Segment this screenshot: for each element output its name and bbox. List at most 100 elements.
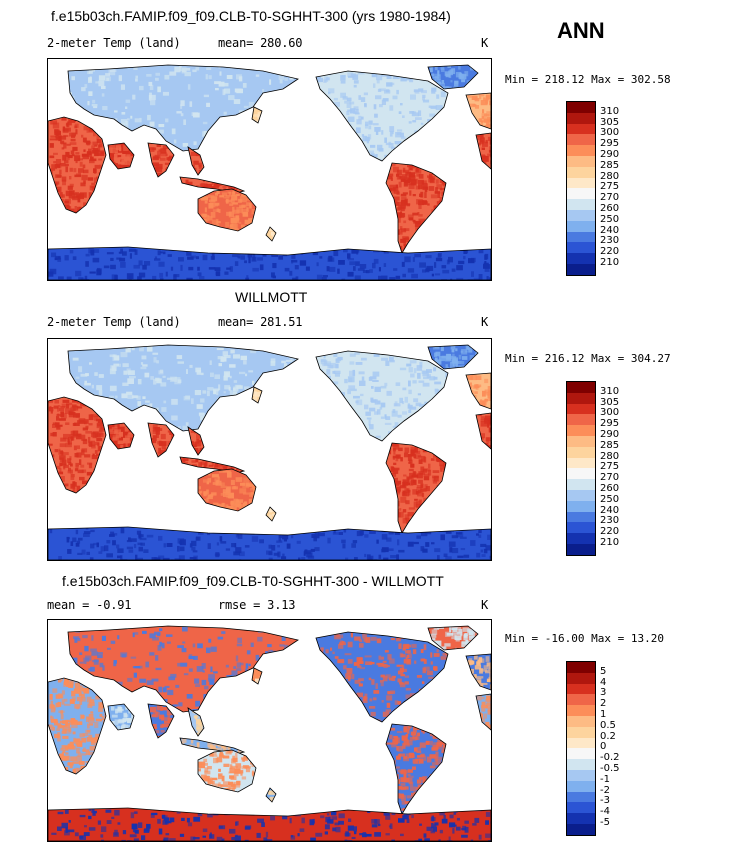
panel-1-variable: 2-meter Temp (land) [47,36,181,50]
colorbar-label: 310 [600,385,620,397]
land-africa [48,396,107,494]
colorbar-label: 250 [600,493,620,505]
panel-1-title: f.e15b03ch.FAMIP.f09_f09.CLB-T0-SGHHT-30… [51,8,451,24]
colorbar-label: 300 [600,407,620,419]
colorbar-swatch [567,770,595,782]
colorbar-label: 0.2 [600,730,616,742]
land-africa [48,677,107,775]
land-seasia [187,146,205,176]
colorbar-swatch [567,716,595,728]
colorbar-swatch [567,672,595,685]
land-arabia [107,703,135,731]
colorbar-label: 210 [600,257,620,268]
colorbar-label: 210 [600,537,620,548]
colorbar-label: -0.2 [600,752,620,764]
colorbar-swatch [567,824,595,836]
colorbar-label: 295 [600,138,620,150]
panel-3-mean: mean = -0.91 [47,598,132,612]
land-antarctica [48,246,491,280]
land-arabia [107,422,135,450]
colorbar-swatch [567,220,595,233]
colorbar-label: 0 [600,741,607,753]
land-seasia [187,707,205,737]
panel-2-map [47,338,492,561]
colorbar-label: 3 [600,687,607,699]
land-europe_w [465,653,491,691]
colorbar-swatches [566,661,596,836]
colorbar-swatch [567,500,595,513]
land-arabia [107,142,135,170]
land-nz [265,787,277,803]
panel-3-minmax: Min = -16.00 Max = 13.20 [505,632,664,645]
colorbar-label: -4 [600,806,610,818]
colorbar-label: 1 [600,709,607,720]
season-label: ANN [557,18,605,43]
panel-1-map [47,58,492,281]
colorbar-swatch [567,264,595,276]
colorbar-label: 270 [600,192,620,204]
colorbar-label: 310 [600,105,620,117]
colorbar-swatch [567,392,595,405]
colorbar-swatch [567,188,595,200]
colorbar-label: 260 [600,483,620,494]
panel-2-mean: mean= 281.51 [218,315,303,329]
colorbar-label: 230 [600,515,620,527]
colorbar-swatch [567,102,595,114]
colorbar-label: 240 [600,224,620,236]
colorbar-label: 270 [600,472,620,484]
colorbar-swatch [567,490,595,502]
colorbar-label: -1 [600,773,610,785]
colorbar-swatch [567,662,595,674]
land-africa_e [475,412,491,450]
land-nz [265,226,277,242]
colorbar-label: 295 [600,418,620,430]
colorbar-swatch [567,436,595,448]
colorbar-swatch [567,231,595,243]
colorbar-label: 240 [600,504,620,516]
colorbar-swatch [567,522,595,534]
panel-2-title: WILLMOTT [235,289,308,305]
land-eurasia [67,625,299,713]
colorbar-label: 250 [600,213,620,225]
land-antarctica [48,807,491,841]
colorbar-label: 5 [600,665,607,677]
colorbar-label: 220 [600,526,620,538]
panel-3-units: K [481,598,489,612]
colorbar-swatch [567,123,595,135]
colorbar-label: 220 [600,246,620,258]
colorbar-label: 230 [600,235,620,247]
panel-2-variable: 2-meter Temp (land) [47,315,181,329]
colorbar-swatch [567,134,595,146]
land-eurasia [67,344,299,432]
colorbar-swatch [567,242,595,254]
panel-3-title: f.e15b03ch.FAMIP.f09_f09.CLB-T0-SGHHT-30… [62,573,444,589]
land-australia [197,188,257,232]
colorbar-swatch [567,414,595,426]
colorbar-swatch [567,199,595,211]
colorbar-label: -3 [600,795,610,807]
colorbar-label: 300 [600,127,620,139]
colorbar-swatch [567,156,595,168]
land-africa [48,116,107,214]
colorbar-swatch [567,511,595,523]
land-namerica [315,631,449,723]
land-europe_w [465,92,491,130]
land-australia [197,749,257,793]
colorbar-label: 290 [600,149,620,160]
colorbar-swatch [567,737,595,749]
land-greenland [427,344,479,370]
land-eurasia [67,64,299,152]
colorbar-swatch [567,382,595,394]
colorbar-swatches [566,101,596,276]
land-japan [251,667,263,685]
land-namerica [315,350,449,442]
colorbar-swatch [567,479,595,491]
land-japan [251,106,263,124]
colorbar-label: -0.5 [600,763,620,774]
colorbar-label: 285 [600,159,620,171]
land-antarctica [48,526,491,560]
colorbar-label: 0.5 [600,719,616,731]
colorbar-swatch [567,791,595,803]
land-nz [265,506,277,522]
colorbar-swatch [567,446,595,459]
